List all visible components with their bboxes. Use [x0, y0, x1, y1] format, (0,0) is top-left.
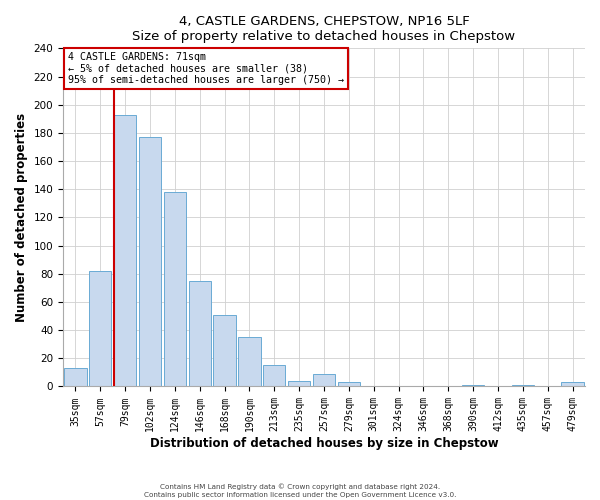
Text: Contains HM Land Registry data © Crown copyright and database right 2024.
Contai: Contains HM Land Registry data © Crown c…	[144, 484, 456, 498]
Bar	[89, 271, 112, 386]
Bar	[263, 366, 286, 386]
Bar	[288, 381, 310, 386]
Bar	[139, 137, 161, 386]
Bar	[313, 374, 335, 386]
Bar	[238, 337, 260, 386]
Bar	[562, 382, 584, 386]
Text: 4 CASTLE GARDENS: 71sqm
← 5% of detached houses are smaller (38)
95% of semi-det: 4 CASTLE GARDENS: 71sqm ← 5% of detached…	[68, 52, 344, 85]
X-axis label: Distribution of detached houses by size in Chepstow: Distribution of detached houses by size …	[150, 437, 499, 450]
Bar	[64, 368, 86, 386]
Bar	[188, 281, 211, 386]
Bar	[114, 114, 136, 386]
Bar	[164, 192, 186, 386]
Bar	[512, 385, 534, 386]
Title: 4, CASTLE GARDENS, CHEPSTOW, NP16 5LF
Size of property relative to detached hous: 4, CASTLE GARDENS, CHEPSTOW, NP16 5LF Si…	[133, 15, 515, 43]
Bar	[462, 385, 484, 386]
Bar	[338, 382, 360, 386]
Bar	[214, 314, 236, 386]
Y-axis label: Number of detached properties: Number of detached properties	[15, 113, 28, 322]
